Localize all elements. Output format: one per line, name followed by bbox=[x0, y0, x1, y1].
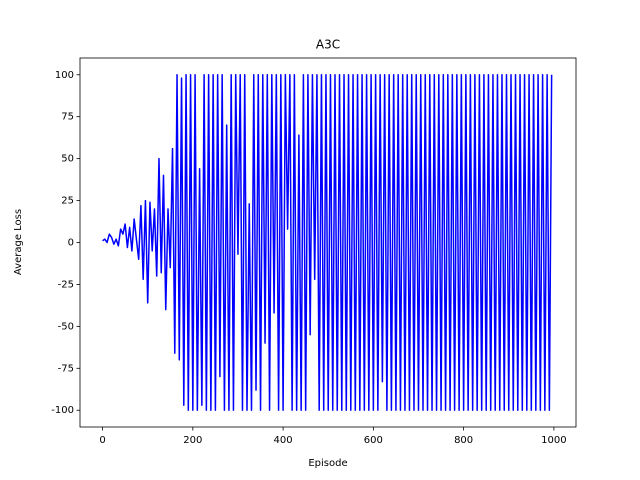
y-axis-label: Average Loss bbox=[13, 209, 24, 275]
y-tick-label: -75 bbox=[58, 363, 74, 374]
x-tick-label: 400 bbox=[274, 435, 293, 446]
x-tick-label: 600 bbox=[364, 435, 383, 446]
y-tick-label: 0 bbox=[68, 238, 74, 249]
x-tick-label: 1000 bbox=[541, 435, 566, 446]
x-tick-label: 0 bbox=[99, 435, 105, 446]
y-tick-label: -25 bbox=[58, 279, 74, 290]
x-axis-label: Episode bbox=[308, 458, 347, 469]
y-tick-label: 25 bbox=[61, 196, 74, 207]
y-tick-label: -100 bbox=[51, 405, 74, 416]
line-series bbox=[102, 74, 553, 411]
y-tick-label: 50 bbox=[61, 154, 74, 165]
x-tick-label: 800 bbox=[454, 435, 473, 446]
y-tick-label: 100 bbox=[55, 70, 74, 81]
chart-title: A3C bbox=[316, 38, 340, 52]
x-tick-label: 200 bbox=[183, 435, 202, 446]
y-tick-label: -50 bbox=[58, 321, 74, 332]
y-tick-label: 75 bbox=[61, 112, 74, 123]
plot-frame bbox=[79, 57, 577, 428]
